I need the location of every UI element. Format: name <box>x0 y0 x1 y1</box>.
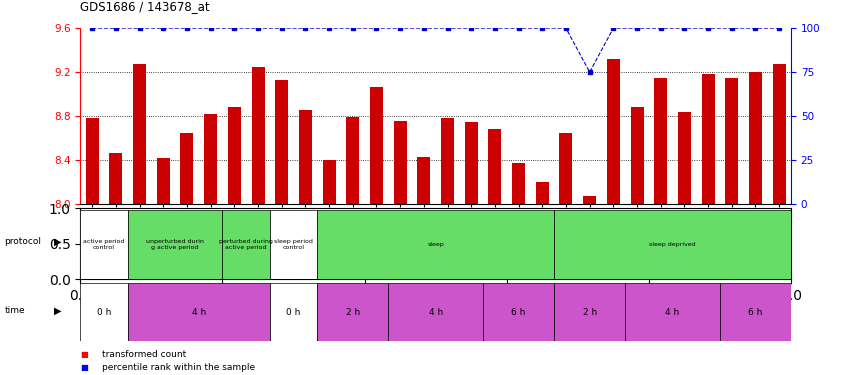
Bar <box>559 133 573 204</box>
Bar <box>630 107 644 204</box>
Bar <box>322 160 336 204</box>
Bar <box>109 153 123 204</box>
Bar <box>536 182 549 204</box>
Bar <box>583 196 596 204</box>
Bar <box>725 78 739 204</box>
Bar <box>441 118 454 204</box>
Bar <box>157 158 170 204</box>
Text: 6 h: 6 h <box>512 308 525 316</box>
Text: 0 h: 0 h <box>287 308 300 316</box>
Bar <box>654 78 667 204</box>
Bar <box>317 210 554 279</box>
Bar <box>270 210 317 279</box>
Text: ■: ■ <box>80 350 88 359</box>
Bar <box>128 210 222 279</box>
Bar <box>607 59 620 204</box>
Text: 4 h: 4 h <box>192 308 206 316</box>
Bar <box>133 64 146 204</box>
Text: GDS1686 / 143678_at: GDS1686 / 143678_at <box>80 0 210 13</box>
Bar <box>464 122 478 204</box>
Text: percentile rank within the sample: percentile rank within the sample <box>102 363 255 372</box>
Bar <box>228 107 241 204</box>
Text: active period
control: active period control <box>84 239 124 250</box>
Text: 2 h: 2 h <box>583 308 596 316</box>
Bar <box>299 110 312 204</box>
Bar <box>317 283 388 341</box>
Bar <box>370 87 383 204</box>
Bar <box>251 67 265 204</box>
Text: ■: ■ <box>80 363 88 372</box>
Bar <box>128 283 270 341</box>
Bar <box>346 117 360 204</box>
Text: sleep period
control: sleep period control <box>274 239 313 250</box>
Bar <box>701 74 715 204</box>
Text: protocol: protocol <box>4 237 41 246</box>
Bar <box>625 283 720 341</box>
Text: 4 h: 4 h <box>429 308 442 316</box>
Bar <box>204 114 217 204</box>
Bar <box>678 112 691 204</box>
Text: 2 h: 2 h <box>346 308 360 316</box>
Text: sleep: sleep <box>427 242 444 247</box>
Bar <box>749 72 762 204</box>
Bar <box>483 283 554 341</box>
Bar <box>512 162 525 204</box>
Bar <box>222 210 270 279</box>
Text: 0 h: 0 h <box>97 308 111 316</box>
Text: ▶: ▶ <box>54 305 61 315</box>
Text: ▶: ▶ <box>54 237 61 247</box>
Text: time: time <box>4 306 25 315</box>
Bar <box>80 283 128 341</box>
Bar <box>554 210 791 279</box>
Bar <box>388 283 483 341</box>
Bar <box>180 133 194 204</box>
Text: unperturbed durin
g active period: unperturbed durin g active period <box>146 239 204 250</box>
Text: 4 h: 4 h <box>666 308 679 316</box>
Bar <box>270 283 317 341</box>
Text: transformed count: transformed count <box>102 350 186 359</box>
Bar <box>772 64 786 204</box>
Bar <box>417 157 431 204</box>
Bar <box>488 129 502 204</box>
Text: sleep deprived: sleep deprived <box>649 242 696 247</box>
Text: perturbed during
active period: perturbed during active period <box>219 239 273 250</box>
Bar <box>80 210 128 279</box>
Text: 6 h: 6 h <box>749 308 762 316</box>
Bar <box>85 118 99 204</box>
Bar <box>393 121 407 204</box>
Bar <box>275 80 288 204</box>
Bar <box>554 283 625 341</box>
Bar <box>720 283 791 341</box>
